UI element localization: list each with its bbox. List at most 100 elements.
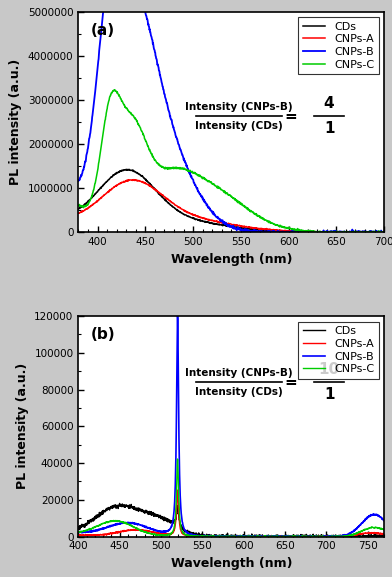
CNPs-A: [218, 533, 223, 540]
CDs: [286, 228, 291, 235]
CNPs-A: [382, 531, 387, 538]
Y-axis label: PL intensity (a.u.): PL intensity (a.u.): [9, 59, 22, 185]
X-axis label: Wavelength (nm): Wavelength (nm): [171, 253, 292, 265]
CNPs-A: [100, 531, 104, 538]
CNPs-C: [76, 529, 81, 535]
CNPs-C: [175, 456, 180, 463]
CDs: [76, 526, 81, 533]
Line: CDs: CDs: [78, 503, 384, 537]
Line: CNPs-C: CNPs-C: [78, 459, 384, 537]
Legend: CDs, CNPs-A, CNPs-B, CNPs-C: CDs, CNPs-A, CNPs-B, CNPs-C: [298, 321, 379, 379]
CNPs-A: [175, 486, 180, 493]
CDs: [211, 220, 216, 227]
CNPs-A: [250, 533, 255, 540]
CNPs-B: [206, 533, 211, 540]
CDs: [117, 500, 122, 507]
Text: =: =: [285, 109, 297, 124]
CDs: [107, 175, 112, 182]
CNPs-B: [382, 228, 387, 235]
Text: 10: 10: [319, 362, 340, 377]
CDs: [100, 511, 104, 518]
CNPs-B: [250, 533, 255, 540]
CNPs-C: [315, 228, 320, 235]
CNPs-B: [315, 228, 320, 235]
CNPs-A: [315, 228, 320, 235]
Line: CNPs-C: CNPs-C: [78, 89, 384, 232]
CNPs-C: [382, 228, 387, 235]
CNPs-C: [286, 225, 291, 232]
Line: CNPs-A: CNPs-A: [78, 179, 384, 232]
Text: 4: 4: [324, 96, 334, 111]
CNPs-C: [76, 202, 81, 209]
CNPs-C: [112, 517, 117, 524]
CNPs-A: [321, 228, 325, 235]
CNPs-A: [76, 209, 81, 216]
CNPs-A: [76, 531, 81, 538]
CNPs-A: [212, 533, 217, 540]
CNPs-A: [187, 533, 191, 540]
Legend: CDs, CNPs-A, CNPs-B, CNPs-C: CDs, CNPs-A, CNPs-B, CNPs-C: [298, 17, 379, 74]
CNPs-A: [112, 530, 117, 537]
CNPs-C: [211, 181, 216, 188]
CDs: [382, 531, 387, 538]
CNPs-C: [200, 175, 205, 182]
CNPs-B: [212, 533, 217, 539]
Text: 1: 1: [324, 387, 334, 402]
CDs: [206, 533, 211, 539]
CNPs-A: [382, 228, 387, 235]
Line: CNPs-A: CNPs-A: [78, 490, 384, 537]
CNPs-A: [200, 215, 205, 222]
CNPs-B: [211, 209, 216, 216]
CNPs-B: [218, 533, 223, 540]
CNPs-B: [175, 312, 180, 319]
CNPs-B: [100, 526, 104, 533]
CNPs-B: [246, 228, 251, 235]
Text: (b): (b): [91, 327, 115, 342]
CDs: [196, 533, 200, 540]
CNPs-C: [382, 526, 387, 533]
CNPs-B: [112, 522, 117, 529]
Text: Intensity (CNPs-B): Intensity (CNPs-B): [185, 368, 293, 378]
Text: Intensity (CDs): Intensity (CDs): [195, 121, 283, 131]
CDs: [124, 166, 129, 173]
CNPs-B: [208, 533, 213, 540]
X-axis label: Wavelength (nm): Wavelength (nm): [171, 557, 292, 570]
Text: Intensity (CNPs-B): Intensity (CNPs-B): [185, 102, 293, 112]
CNPs-C: [212, 533, 217, 539]
CNPs-B: [382, 517, 387, 524]
CDs: [218, 532, 223, 539]
CNPs-A: [286, 227, 291, 234]
Text: =: =: [285, 374, 297, 389]
Line: CNPs-B: CNPs-B: [78, 0, 384, 232]
Text: (a): (a): [91, 23, 115, 38]
CNPs-C: [107, 93, 112, 100]
CDs: [112, 504, 117, 511]
CNPs-C: [321, 228, 325, 235]
CNPs-C: [250, 533, 255, 539]
Line: CDs: CDs: [78, 169, 384, 232]
CNPs-C: [195, 533, 200, 540]
CDs: [321, 228, 325, 235]
Text: 1: 1: [324, 121, 334, 136]
CDs: [212, 531, 217, 538]
CNPs-B: [200, 193, 205, 200]
CDs: [293, 228, 298, 235]
CDs: [76, 205, 81, 212]
CNPs-C: [218, 533, 223, 539]
CDs: [382, 228, 387, 235]
Text: Intensity (CDs): Intensity (CDs): [195, 387, 283, 396]
CNPs-B: [287, 228, 291, 235]
CNPs-C: [100, 520, 104, 527]
CNPs-B: [76, 529, 81, 536]
CDs: [250, 533, 255, 540]
CNPs-A: [131, 176, 136, 183]
CNPs-B: [321, 228, 325, 235]
CNPs-A: [206, 533, 211, 539]
CDs: [200, 218, 205, 224]
CNPs-A: [306, 228, 310, 235]
Line: CNPs-B: CNPs-B: [78, 315, 384, 537]
CNPs-A: [211, 217, 216, 224]
CDs: [315, 228, 320, 235]
Y-axis label: PL intensity (a.u.): PL intensity (a.u.): [16, 363, 29, 489]
CNPs-C: [313, 228, 318, 235]
